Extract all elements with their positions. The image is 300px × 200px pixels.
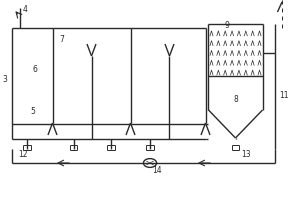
Text: 3: 3 [3,75,8,84]
Text: 7: 7 [59,34,64,44]
Text: 12: 12 [18,150,27,159]
Text: 5: 5 [30,108,35,116]
Text: 6: 6 [32,66,37,74]
Text: 11: 11 [280,92,289,100]
Text: 14: 14 [153,166,162,175]
Text: 13: 13 [241,150,251,159]
Text: 8: 8 [233,96,238,104]
Text: 9: 9 [224,21,229,29]
Text: 4: 4 [23,4,28,14]
